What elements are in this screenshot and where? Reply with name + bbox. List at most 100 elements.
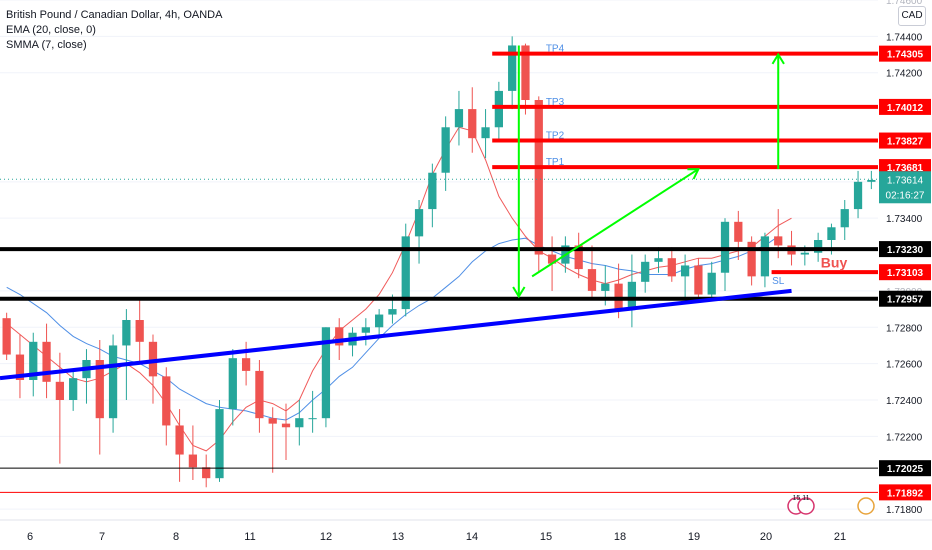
arrow-head — [512, 286, 526, 299]
candle-body — [853, 181, 863, 210]
candle-body — [122, 320, 131, 346]
buy-annotation: Buy — [821, 254, 848, 270]
candle-body — [534, 100, 543, 255]
x-tick-label: 13 — [392, 531, 404, 543]
candle-body — [481, 127, 490, 139]
price-level-label: 1.72025 — [887, 464, 924, 475]
candle-body — [401, 236, 410, 310]
x-tick-label: 19 — [688, 531, 700, 543]
ema-legend-label: EMA (20, close, 0) — [6, 24, 96, 36]
x-tick-label: 12 — [320, 531, 332, 543]
candle-body — [601, 283, 610, 291]
level-tag: TP2 — [546, 131, 565, 142]
arrows-layer — [512, 45, 785, 299]
candle-body — [707, 272, 716, 295]
horizontal-levels-layer — [0, 51, 878, 493]
event-badge-label: 15 11 — [793, 495, 810, 502]
candle-body — [428, 172, 437, 210]
candle-body — [454, 109, 464, 128]
candle-body — [441, 127, 450, 173]
candle-body — [202, 467, 211, 479]
arrow-shaft — [531, 168, 699, 278]
level-tag: TP3 — [546, 97, 565, 108]
price-level-label-bg — [879, 132, 931, 149]
candle-body — [29, 341, 38, 380]
currency-button[interactable]: CAD — [898, 6, 926, 26]
x-tick-label: 7 — [99, 531, 105, 543]
last-price-label: 1.73614 — [887, 175, 924, 186]
candle-body — [840, 209, 849, 228]
y-tick-label: 1.72200 — [886, 432, 923, 443]
candle-body — [69, 378, 78, 400]
grid — [0, 0, 878, 510]
y-tick-label: 1.74200 — [886, 69, 923, 80]
candle-body — [614, 283, 623, 310]
candle-body — [215, 409, 224, 479]
trendline-layer — [0, 288, 792, 381]
candle-body — [574, 245, 583, 270]
candle-body — [627, 281, 637, 310]
x-tick-label: 8 — [173, 531, 179, 543]
y-tick-label: 1.72400 — [886, 396, 923, 407]
candle-body — [55, 381, 64, 400]
candle-body — [521, 45, 530, 100]
price-level-label-bg — [879, 484, 931, 501]
candle-body — [667, 258, 676, 277]
price-axis[interactable]: 1.74400 1.74200 1.73400 1.72800 1.72600 1.724… — [878, 0, 932, 550]
candle-body — [281, 423, 291, 428]
last-price-label-bg — [879, 171, 931, 204]
price-level-label: 1.71892 — [887, 488, 924, 499]
price-level-label-bg — [879, 45, 931, 62]
candle-body — [175, 425, 184, 455]
smma-line — [6, 126, 792, 452]
candle-body — [414, 209, 424, 237]
candle-body — [641, 261, 650, 282]
candle-body — [827, 227, 836, 240]
y-tick-label: 1.72600 — [886, 360, 923, 371]
x-tick-label: 11 — [244, 531, 255, 543]
candle-body — [188, 454, 198, 468]
candle-body — [162, 376, 171, 426]
price-level-label: 1.72957 — [887, 295, 924, 306]
event-badges-layer: 15 11 — [787, 495, 875, 515]
candle-body — [135, 320, 144, 342]
candle-body — [108, 345, 118, 419]
price-level-label: 1.74305 — [887, 50, 924, 61]
level-tag: TP4 — [546, 44, 565, 55]
candle-body — [2, 318, 11, 355]
candle-body — [587, 269, 597, 291]
level-tag: TP1 — [546, 157, 565, 168]
candles-layer — [2, 36, 876, 488]
candle-body — [680, 265, 690, 277]
x-tick-label: 20 — [760, 531, 772, 543]
y-tick-label: 1.73400 — [886, 214, 923, 225]
event-badge-circle — [797, 497, 815, 515]
candle-body — [654, 258, 663, 262]
price-level-label: 1.73827 — [887, 137, 924, 148]
candle-body — [867, 180, 876, 182]
y-tick-label: 1.72800 — [886, 323, 923, 334]
candle-body — [508, 45, 517, 91]
candle-body — [228, 358, 237, 410]
candle-body — [760, 236, 770, 277]
candle-body — [95, 360, 104, 419]
candle-body — [774, 236, 783, 246]
symbol-title: British Pound / Canadian Dollar, 4h, OAN… — [6, 9, 223, 21]
level-tag: SL — [772, 276, 785, 287]
candle-body — [547, 254, 557, 264]
x-tick-label: 14 — [466, 531, 478, 543]
candle-body — [494, 90, 503, 128]
level-tags-layer: TP4 TP3 TP2 TP1 SL Buy — [546, 44, 848, 288]
time-axis[interactable]: 6 7 8 11 12 13 14 15 18 19 20 21 — [0, 519, 932, 543]
candle-body — [694, 265, 703, 295]
candle-body — [42, 341, 51, 382]
y-tick-label: 1.71800 — [886, 505, 923, 516]
price-level-label: 1.73681 — [887, 163, 924, 174]
candle-body — [15, 354, 25, 380]
x-tick-label: 6 — [27, 531, 33, 543]
price-level-label: 1.73230 — [887, 245, 924, 256]
x-tick-label: 18 — [614, 531, 626, 543]
support-trendline — [0, 288, 792, 381]
price-level-label-bg — [879, 460, 931, 477]
